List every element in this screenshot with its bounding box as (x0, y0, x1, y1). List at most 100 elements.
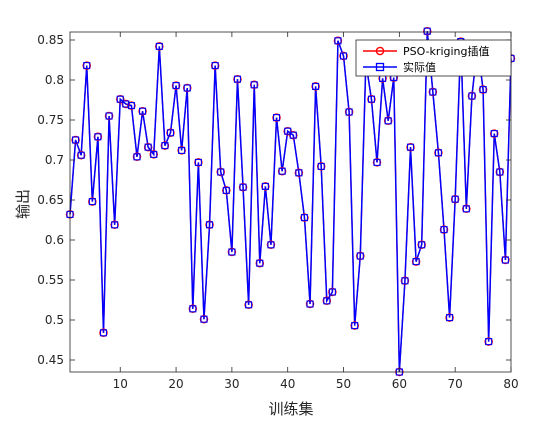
data-point-0 (322, 296, 332, 306)
data-point-1 (412, 258, 420, 266)
data-point-1 (139, 107, 147, 115)
data-point-0 (400, 276, 410, 286)
x-tick-label: 60 (392, 377, 407, 391)
data-point-1 (183, 84, 191, 92)
data-point-1 (172, 82, 180, 90)
legend-marker-kriging (375, 46, 385, 56)
legend-marker-actual (375, 62, 385, 72)
data-point-1 (339, 52, 348, 60)
data-point-0 (132, 152, 142, 162)
x-tick-label: 70 (448, 377, 463, 391)
data-point-1 (155, 42, 163, 50)
data-point-1 (334, 37, 342, 45)
data-point-1 (166, 129, 175, 137)
data-point-0 (155, 42, 164, 51)
data-point-0 (294, 168, 304, 178)
data-point-0 (501, 255, 510, 265)
data-point-0 (428, 87, 438, 97)
x-tick-label: 20 (168, 377, 183, 391)
data-point-0 (71, 135, 80, 145)
data-point-0 (199, 314, 209, 324)
data-point-1 (312, 82, 320, 90)
data-point-1 (200, 315, 208, 323)
data-point-0 (423, 26, 432, 36)
data-point-1 (105, 112, 113, 120)
data-point-1 (150, 150, 158, 158)
data-point-1 (468, 92, 476, 100)
y-tick-label: 0.65 (37, 193, 64, 207)
data-point-0 (272, 113, 281, 122)
legend: PSO-kriging插值 实际值 (355, 39, 512, 77)
x-tick-label: 80 (503, 377, 518, 391)
data-point-1 (233, 75, 242, 83)
data-point-0 (194, 158, 203, 167)
data-point-0 (88, 197, 97, 206)
y-tick-label: 0.5 (45, 313, 64, 327)
data-point-0 (495, 167, 505, 177)
data-point-0 (305, 299, 315, 309)
data-point-0 (277, 166, 287, 176)
data-point-0 (266, 240, 276, 250)
data-point-1 (194, 158, 202, 166)
data-point-1 (77, 151, 85, 159)
data-point-0 (467, 91, 477, 101)
y-tick-label: 0.75 (37, 113, 64, 127)
data-point-0 (188, 304, 198, 314)
axes-box (69, 31, 512, 373)
y-tick-label: 0.8 (45, 73, 64, 87)
data-point-1 (94, 133, 102, 141)
data-point-0 (177, 146, 186, 155)
data-point-0 (143, 142, 153, 152)
data-point-1 (440, 226, 448, 234)
data-point-1 (300, 214, 309, 222)
data-point-1 (222, 186, 230, 194)
data-point-1 (228, 248, 236, 256)
data-point-0 (138, 106, 147, 116)
data-point-0 (244, 300, 253, 310)
data-point-0 (289, 130, 298, 140)
data-point-0 (383, 116, 393, 126)
data-point-1 (306, 300, 314, 308)
data-point-1 (72, 136, 80, 144)
data-point-0 (99, 328, 108, 338)
data-point-1 (99, 329, 108, 337)
data-point-0 (233, 74, 242, 84)
data-point-0 (210, 61, 220, 70)
data-point-1 (373, 158, 381, 166)
data-point-0 (222, 186, 231, 195)
data-point-1 (88, 198, 96, 206)
data-point-0 (478, 85, 488, 94)
data-point-0 (333, 36, 343, 46)
data-point-0 (216, 167, 225, 177)
data-point-1 (351, 322, 359, 330)
data-point-1 (272, 114, 281, 122)
x-tick-label: 40 (280, 377, 295, 391)
data-point-0 (300, 213, 309, 222)
data-point-1 (144, 143, 152, 151)
data-point-1 (490, 130, 498, 138)
y-tick-label: 0.6 (45, 233, 64, 247)
data-point-0 (261, 182, 270, 191)
plot-area (70, 32, 511, 372)
data-point-1 (178, 146, 186, 154)
legend-label-actual: 实际值 (403, 60, 436, 74)
data-point-1 (239, 183, 247, 191)
data-point-1 (211, 62, 219, 70)
data-point-0 (171, 81, 181, 90)
data-point-1 (406, 143, 415, 151)
x-axis-label: 训练集 (268, 400, 313, 418)
data-point-1 (418, 241, 426, 249)
data-point-0 (417, 240, 426, 250)
data-point-1 (295, 169, 303, 177)
data-point-0 (367, 94, 376, 104)
data-point-0 (238, 182, 248, 192)
data-point-1 (501, 256, 509, 264)
data-point-1 (384, 117, 392, 125)
data-point-1 (496, 168, 504, 176)
data-point-0 (445, 313, 454, 322)
data-point-1 (289, 131, 297, 139)
y-tick-label: 0.85 (37, 33, 64, 47)
data-point-1 (401, 277, 409, 285)
data-point-0 (311, 82, 320, 91)
